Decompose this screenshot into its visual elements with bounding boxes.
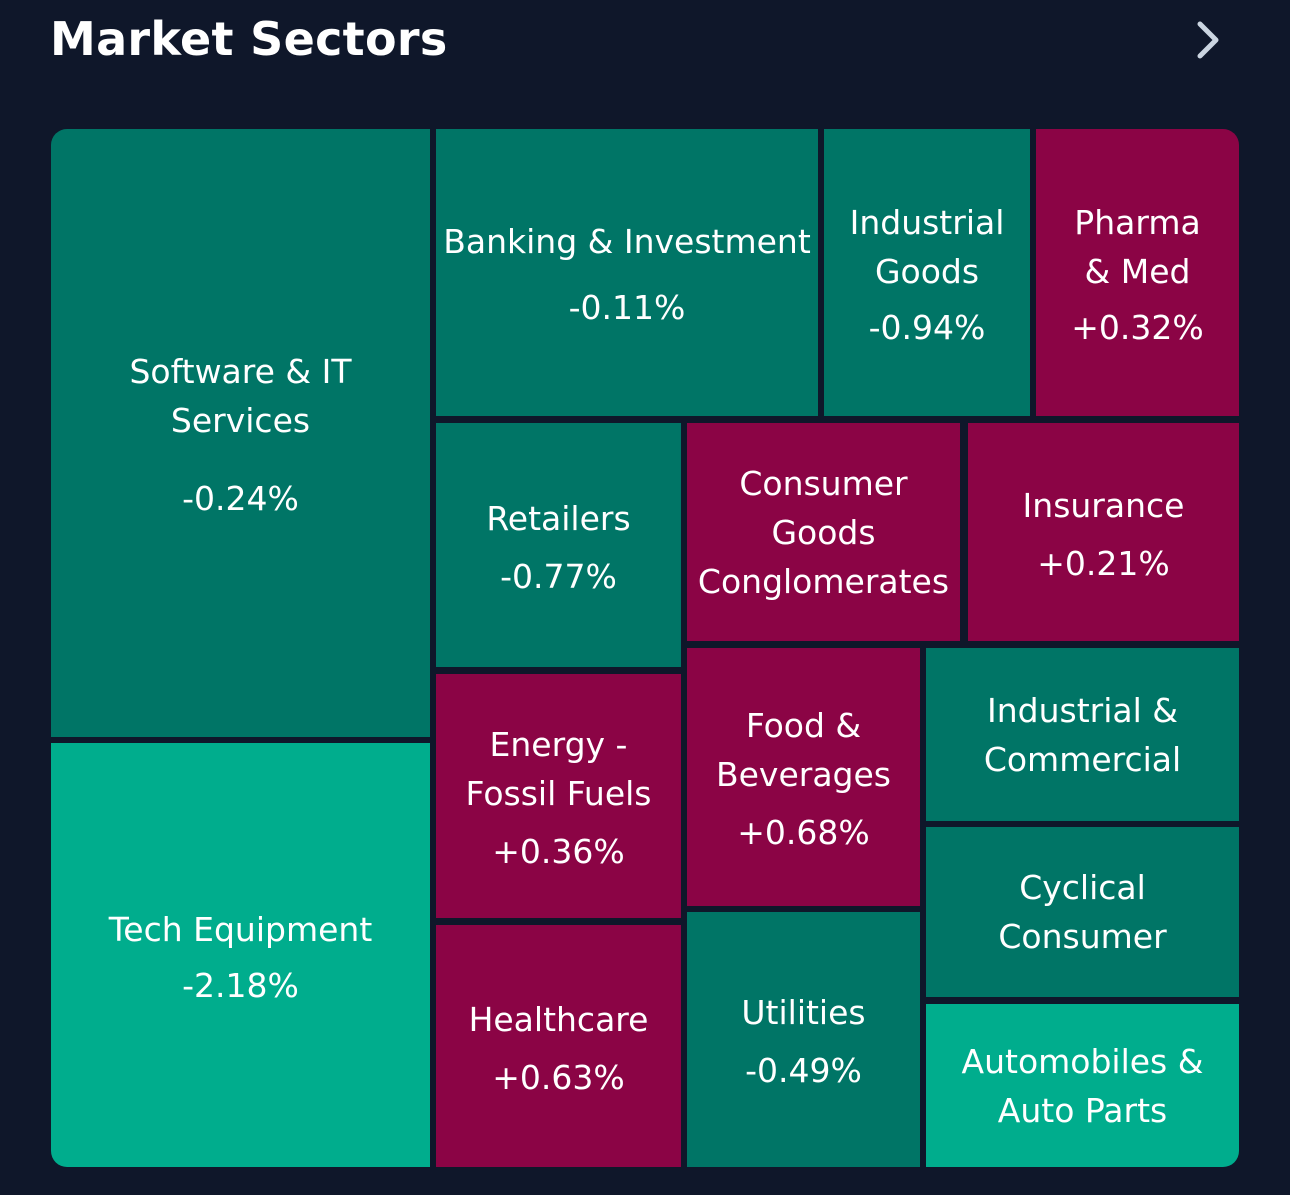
sector-tile-pharma-med[interactable]: Pharma & Med +0.32%: [1036, 129, 1239, 416]
sector-tile-software-it[interactable]: Software & IT Services -0.24%: [51, 129, 430, 737]
sector-change: -0.49%: [745, 1051, 862, 1090]
sector-name: Pharma & Med: [1074, 202, 1201, 291]
sector-change: -0.24%: [182, 479, 299, 518]
sector-change: +0.32%: [1071, 307, 1204, 347]
sector-change: +0.68%: [737, 813, 870, 852]
sector-tile-cyclical-consumer[interactable]: Cyclical Consumer: [926, 827, 1239, 997]
sector-name: Industrial & Commercial: [983, 690, 1182, 779]
sector-name: Tech Equipment: [108, 909, 373, 949]
sector-tile-industrial-goods[interactable]: Industrial Goods -0.94%: [824, 129, 1030, 416]
sector-name: Industrial Goods: [849, 202, 1005, 291]
sector-name: Retailers: [486, 498, 631, 538]
sector-change: -0.77%: [500, 556, 617, 596]
sector-name: Automobiles & Auto Parts: [961, 1041, 1204, 1130]
sector-change: -2.18%: [182, 965, 299, 1005]
sector-name: Food & Beverages: [715, 706, 891, 794]
sector-tile-energy-fossil-fuels[interactable]: Energy - Fossil Fuels +0.36%: [436, 674, 681, 918]
sector-change: -0.11%: [568, 288, 686, 327]
sector-name: Consumer Goods Conglomerates: [697, 463, 950, 601]
sector-name: Software & IT Services: [129, 352, 352, 440]
sector-tile-food-beverages[interactable]: Food & Beverages +0.68%: [687, 648, 920, 906]
sector-tile-consumer-goods-conglomerates[interactable]: Consumer Goods Conglomerates: [687, 423, 960, 641]
sector-tile-banking-investment[interactable]: Banking & Investment -0.11%: [436, 129, 818, 416]
sector-name: Healthcare: [468, 999, 649, 1039]
sector-change: +0.36%: [492, 832, 625, 871]
sector-tile-utilities[interactable]: Utilities -0.49%: [687, 912, 920, 1167]
sector-name: Banking & Investment: [443, 222, 811, 261]
sector-change: -0.94%: [868, 307, 986, 347]
sector-change: +0.63%: [492, 1057, 625, 1097]
sector-tile-retailers[interactable]: Retailers -0.77%: [436, 423, 681, 667]
sector-name: Cyclical Consumer: [998, 868, 1167, 956]
sector-tile-automobiles-auto-parts[interactable]: Automobiles & Auto Parts: [926, 1004, 1239, 1167]
sector-name: Insurance: [1022, 485, 1185, 525]
sector-change: +0.21%: [1037, 543, 1170, 583]
sector-name: Utilities: [741, 993, 866, 1032]
sector-tile-healthcare[interactable]: Healthcare +0.63%: [436, 925, 681, 1167]
page-title: Market Sectors: [50, 12, 448, 66]
sector-tile-tech-equipment[interactable]: Tech Equipment -2.18%: [51, 743, 430, 1167]
chevron-right-icon[interactable]: [1190, 20, 1226, 60]
sector-treemap: Software & IT Services -0.24% Tech Equip…: [51, 129, 1239, 1167]
sector-tile-insurance[interactable]: Insurance +0.21%: [968, 423, 1239, 641]
sector-tile-industrial-commercial[interactable]: Industrial & Commercial: [926, 648, 1239, 821]
sector-name: Energy - Fossil Fuels: [465, 725, 652, 813]
